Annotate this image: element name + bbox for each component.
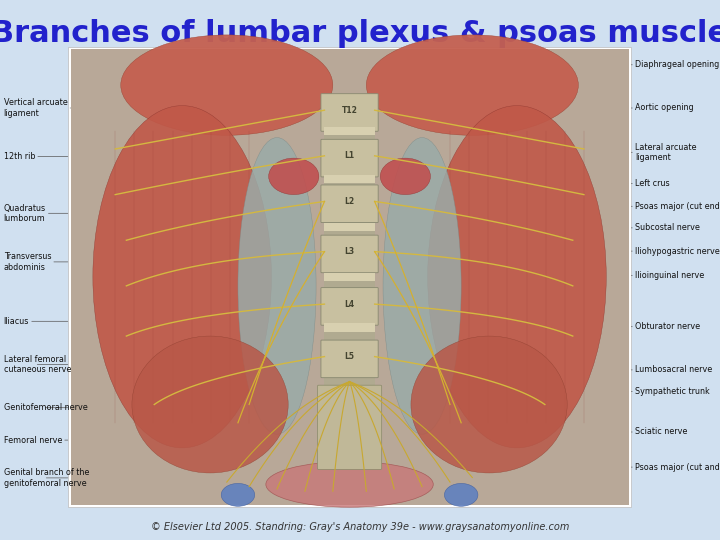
Ellipse shape (366, 35, 578, 136)
Text: Iliohypogastric nerve: Iliohypogastric nerve (631, 247, 720, 255)
Bar (325, 323, 374, 332)
Text: L5: L5 (345, 352, 354, 361)
Bar (325, 223, 374, 231)
Text: Obturator nerve: Obturator nerve (631, 322, 700, 331)
Ellipse shape (132, 336, 288, 473)
FancyBboxPatch shape (321, 235, 378, 273)
Text: Iliacus: Iliacus (4, 317, 68, 326)
Text: 12th rib: 12th rib (4, 152, 68, 161)
Text: Diaphrageal opening: Diaphrageal opening (631, 60, 719, 69)
Bar (68, 47, 631, 507)
Ellipse shape (411, 336, 567, 473)
Text: Branches of lumbar plexus & psoas muscle: Branches of lumbar plexus & psoas muscle (0, 19, 720, 48)
Bar (325, 273, 374, 281)
Ellipse shape (221, 483, 255, 507)
Text: L1: L1 (344, 151, 355, 160)
Ellipse shape (121, 35, 333, 136)
Text: Lateral arcuate
ligament: Lateral arcuate ligament (631, 143, 696, 162)
Text: Ilioinguinal nerve: Ilioinguinal nerve (631, 271, 704, 280)
Text: Quadratus
lumborum: Quadratus lumborum (4, 204, 68, 223)
FancyBboxPatch shape (321, 185, 378, 222)
Text: Lateral femoral
cutaneous nerve: Lateral femoral cutaneous nerve (4, 355, 71, 374)
Text: L3: L3 (344, 247, 355, 256)
Text: Subcostal nerve: Subcostal nerve (631, 224, 700, 232)
Text: Sciatic nerve: Sciatic nerve (631, 428, 688, 436)
Bar (71, 49, 629, 505)
Text: Genital branch of the
genitofemoral nerve: Genital branch of the genitofemoral nerv… (4, 468, 89, 488)
Text: Lumbosacral nerve: Lumbosacral nerve (631, 366, 712, 374)
FancyBboxPatch shape (321, 288, 378, 325)
Text: Psoas major (cut and): Psoas major (cut and) (631, 463, 720, 471)
Text: © Elsevier Ltd 2005. Standring: Gray's Anatomy 39e - www.graysanatomyonline.com: © Elsevier Ltd 2005. Standring: Gray's A… (150, 522, 570, 532)
Ellipse shape (269, 158, 319, 194)
Text: Genitofemoral nerve: Genitofemoral nerve (4, 403, 87, 412)
Ellipse shape (238, 138, 316, 434)
Ellipse shape (266, 462, 433, 507)
Text: L2: L2 (344, 197, 355, 206)
Text: Aortic opening: Aortic opening (631, 104, 693, 112)
FancyBboxPatch shape (321, 139, 378, 177)
Bar (325, 127, 374, 136)
Text: Transversus
abdominis: Transversus abdominis (4, 252, 68, 272)
Text: Vertical arcuate
ligament: Vertical arcuate ligament (4, 98, 71, 118)
Bar (325, 175, 374, 183)
Text: Sympathetic trunk: Sympathetic trunk (631, 387, 710, 396)
FancyBboxPatch shape (321, 94, 378, 131)
FancyBboxPatch shape (318, 385, 382, 469)
Bar (325, 103, 374, 450)
FancyBboxPatch shape (321, 340, 378, 377)
Text: T12: T12 (341, 106, 358, 114)
Text: Left crus: Left crus (631, 179, 670, 188)
Ellipse shape (428, 106, 606, 448)
Ellipse shape (444, 483, 478, 507)
Text: Femoral nerve: Femoral nerve (4, 436, 68, 444)
Ellipse shape (380, 158, 431, 194)
Ellipse shape (383, 138, 462, 434)
Ellipse shape (93, 106, 271, 448)
Text: Psoas major (cut end): Psoas major (cut end) (631, 202, 720, 211)
Text: L4: L4 (344, 300, 355, 309)
